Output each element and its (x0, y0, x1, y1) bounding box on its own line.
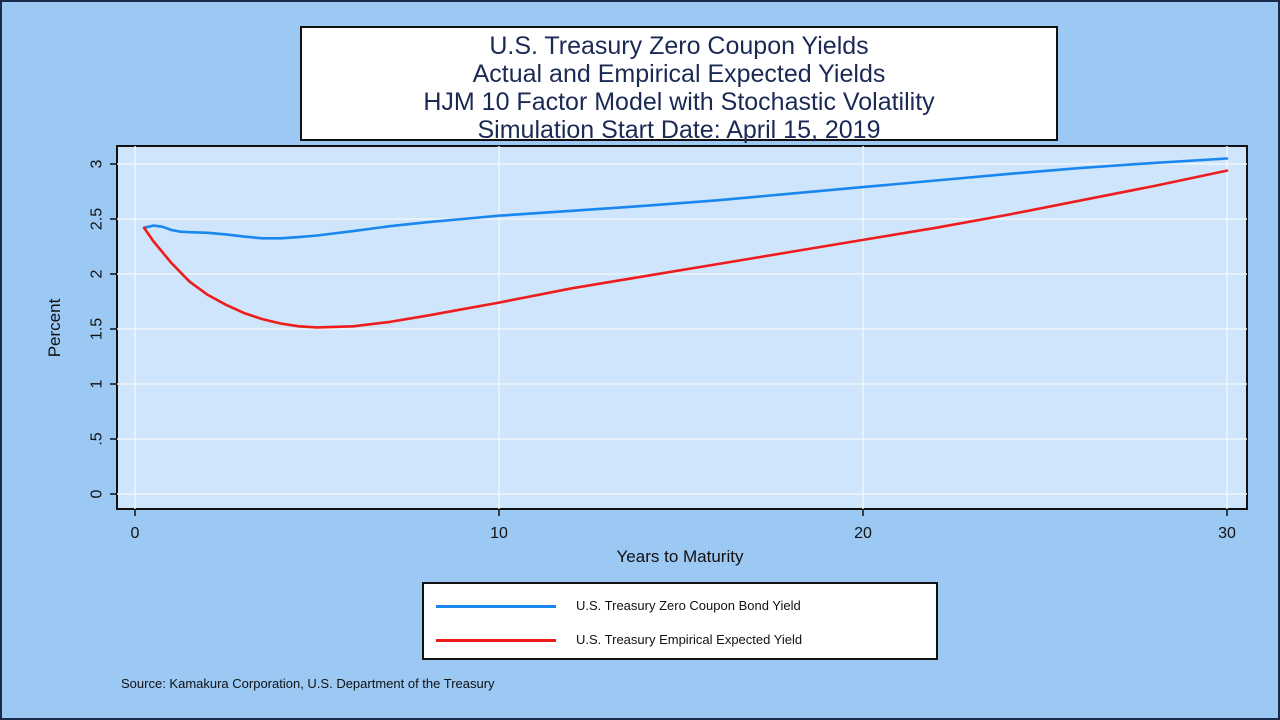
legend-swatch-expected-yield (436, 639, 556, 642)
y-tick-label: 1 (89, 379, 106, 388)
grid-lines (117, 146, 1247, 509)
series-line-1 (142, 169, 1229, 329)
chart-title-box: U.S. Treasury Zero Coupon Yields Actual … (300, 26, 1058, 144)
legend-label-expected-yield: U.S. Treasury Empirical Expected Yield (576, 632, 803, 647)
chart-title-line-4: Simulation Start Date: April 15, 2019 (477, 116, 881, 144)
legend-label-zero-coupon: U.S. Treasury Zero Coupon Bond Yield (576, 598, 801, 613)
legend-item-expected-yield: U.S. Treasury Empirical Expected Yield (424, 630, 936, 650)
y-axis-label: Percent (45, 298, 64, 357)
x-axis-ticks: 0 10 20 30 (131, 509, 1236, 542)
x-tick-label: 20 (854, 525, 872, 542)
x-tick-label: 0 (131, 525, 140, 542)
series-line-0 (142, 157, 1229, 240)
source-note: Source: Kamakura Corporation, U.S. Depar… (121, 676, 495, 691)
chart-title-line-1: U.S. Treasury Zero Coupon Yields (489, 32, 869, 60)
legend: U.S. Treasury Zero Coupon Bond Yield U.S… (422, 582, 938, 660)
y-axis-ticks: 0 .5 1 1.5 2 2.5 3 (89, 159, 117, 498)
y-tick-label: .5 (89, 432, 106, 445)
legend-item-zero-coupon: U.S. Treasury Zero Coupon Bond Yield (424, 596, 936, 616)
chart-title-line-3: HJM 10 Factor Model with Stochastic Vola… (423, 88, 935, 116)
y-tick-label: 3 (89, 159, 106, 168)
x-tick-label: 30 (1218, 525, 1236, 542)
chart-title-line-2: Actual and Empirical Expected Yields (472, 60, 886, 88)
y-tick-label: 0 (89, 489, 106, 498)
x-tick-label: 10 (490, 525, 508, 542)
y-tick-label: 2 (89, 269, 106, 278)
x-axis-label: Years to Maturity (617, 547, 744, 566)
y-tick-label: 2.5 (89, 208, 106, 230)
series-lines (142, 157, 1229, 329)
y-tick-label: 1.5 (89, 318, 106, 340)
legend-swatch-zero-coupon (436, 605, 556, 608)
